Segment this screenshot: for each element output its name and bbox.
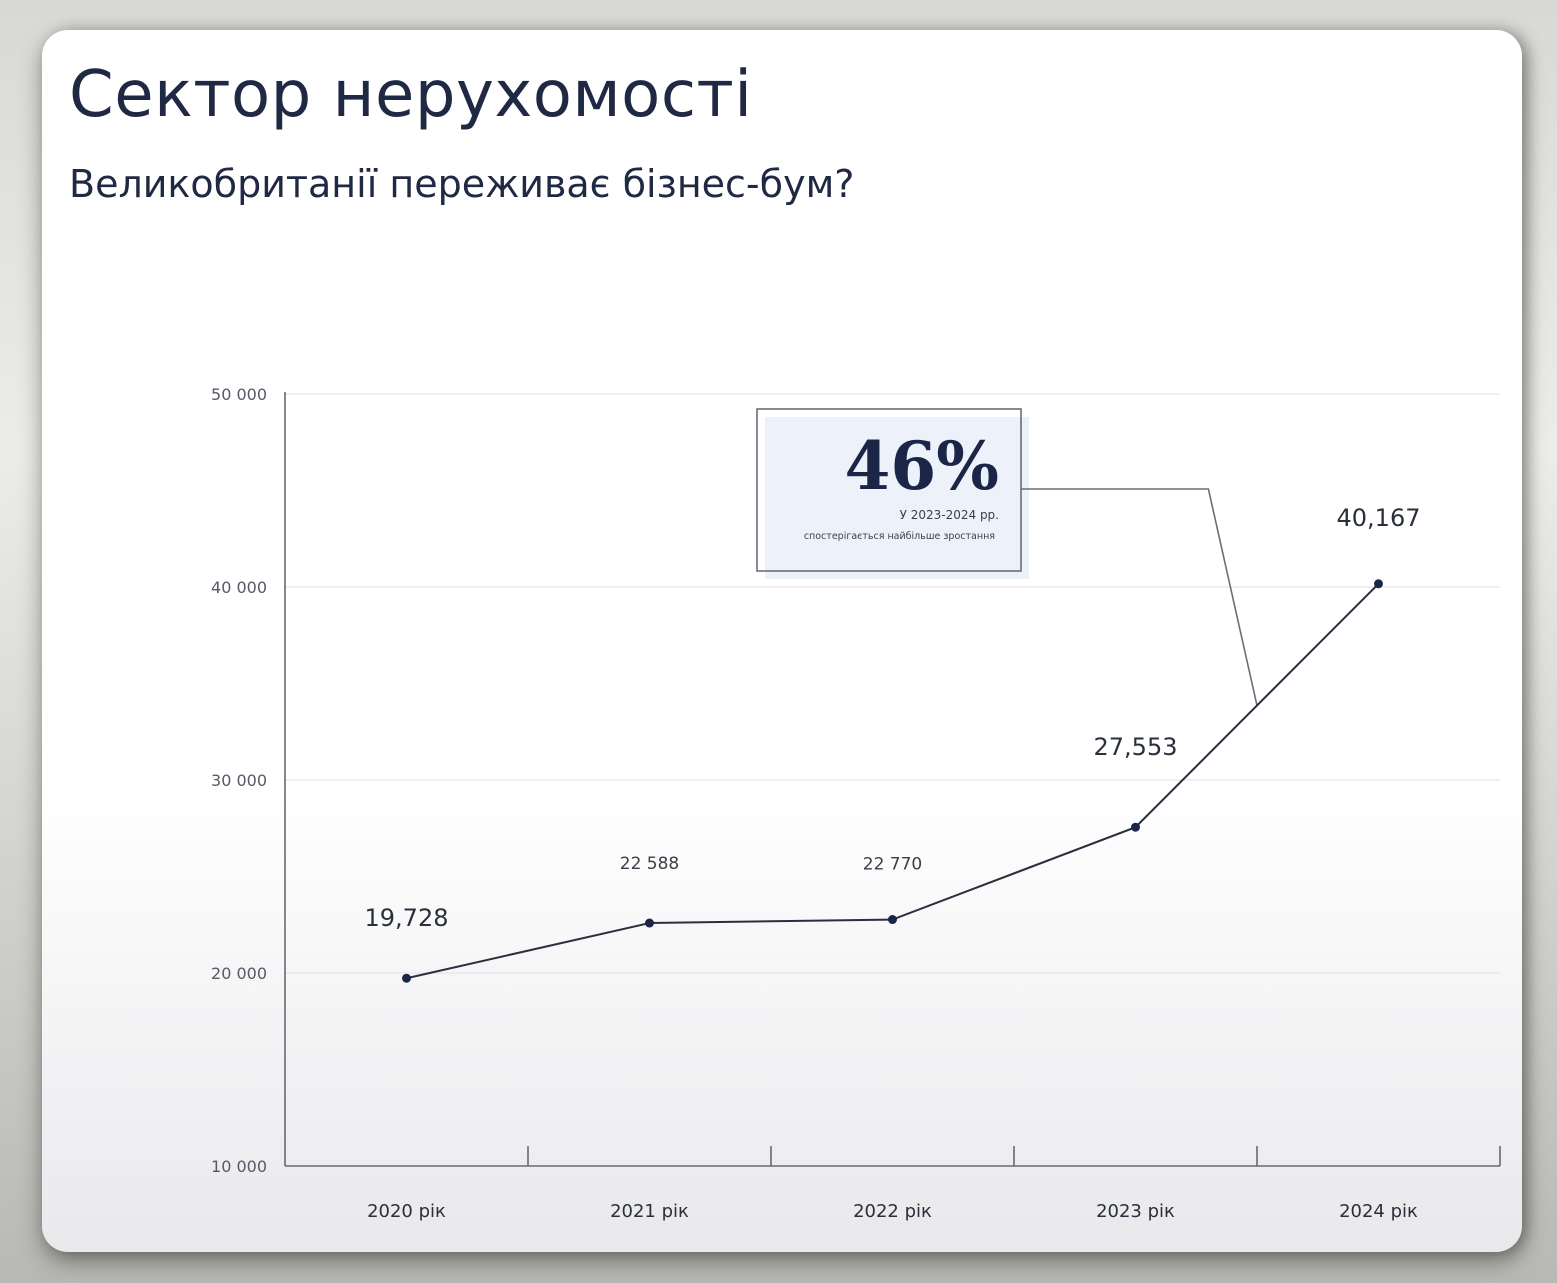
grid-lines <box>285 393 1500 974</box>
callout-box-fill <box>765 417 1029 579</box>
x-tick-label: 2023 рік <box>1096 1201 1175 1222</box>
x-tick-label: 2021 рік <box>610 1201 689 1222</box>
slide-card: Сектор нерухомості Великобританії пережи… <box>42 30 1522 1252</box>
data-point <box>402 973 411 983</box>
x-tick-label: 2024 рік <box>1339 1201 1418 1222</box>
axes <box>284 392 1501 1167</box>
data-label: 22 770 <box>863 855 922 875</box>
data-label: 27,553 <box>1094 733 1178 761</box>
data-label: 40,167 <box>1337 504 1421 532</box>
labels: 10 000 20 000 30 000 40 000 50 000 2020 рік 20… <box>211 385 1420 1222</box>
callout-line-1: У 2023-2024 рр. <box>900 508 999 522</box>
y-tick-label: 50 000 <box>211 385 267 404</box>
data-point <box>1374 579 1383 589</box>
data-label: 22 588 <box>620 854 679 874</box>
y-tick-label: 40 000 <box>211 578 267 597</box>
callout-box <box>756 408 1022 572</box>
data-label: 19,728 <box>365 904 449 932</box>
data-point <box>888 915 897 925</box>
page-title: Сектор нерухомості <box>69 58 753 132</box>
y-tick-label: 10 000 <box>211 1157 267 1176</box>
x-tick-label: 2022 рік <box>853 1201 932 1222</box>
data-point <box>645 918 654 928</box>
series <box>402 579 1383 983</box>
x-tick-label: 2020 рік <box>367 1201 446 1222</box>
callout-percent: 46% <box>844 427 999 505</box>
callout: 46% У 2023-2024 рр. спостерігається найб… <box>756 408 1258 706</box>
line-chart: 46% У 2023-2024 рр. спостерігається найб… <box>211 385 1501 1222</box>
y-tick-label: 20 000 <box>211 964 267 983</box>
callout-leader-line <box>1021 488 1258 706</box>
callout-line-2: спостерігається найбільше зростання <box>804 531 995 542</box>
data-point <box>1131 822 1140 832</box>
y-tick-label: 30 000 <box>211 771 267 790</box>
page-subtitle: Великобританії переживає бізнес-бум? <box>69 162 855 206</box>
